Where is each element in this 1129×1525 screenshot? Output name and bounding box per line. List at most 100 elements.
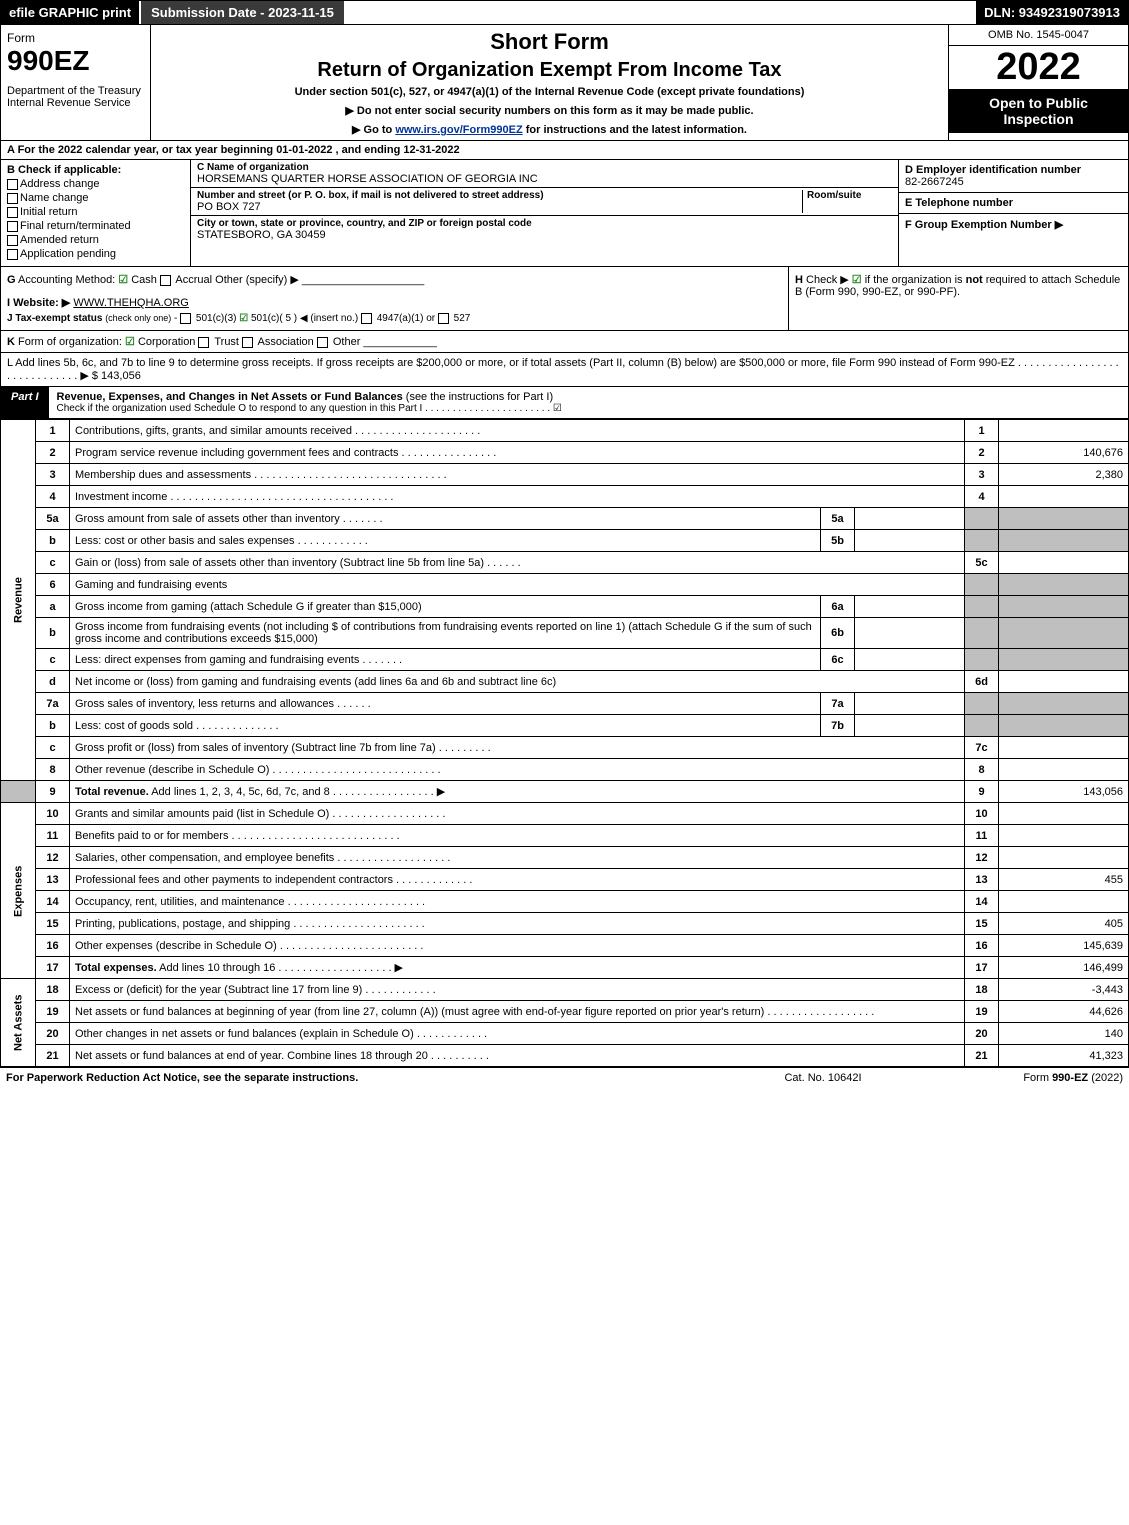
line-8-desc: Other revenue (describe in Schedule O) .… <box>70 759 965 781</box>
line-14-val <box>999 891 1129 913</box>
arrow-line-1: ▶ Do not enter social security numbers o… <box>159 104 940 117</box>
line-5b-num: b <box>36 530 70 552</box>
cb-name-change[interactable]: Name change <box>7 192 184 204</box>
line-4-val <box>999 486 1129 508</box>
line-4-rn: 4 <box>965 486 999 508</box>
line-7b-val-grey <box>999 715 1129 737</box>
line-8-num: 8 <box>36 759 70 781</box>
line-9-num: 9 <box>36 781 70 803</box>
line-5b-minival <box>855 530 965 552</box>
line-10-num: 10 <box>36 803 70 825</box>
ein-label: D Employer identification number <box>905 164 1122 176</box>
accounting-method: G Accounting Method: ☑ Cash Accrual Othe… <box>7 273 782 286</box>
line-15-val: 405 <box>999 913 1129 935</box>
org-name-label: C Name of organization <box>197 162 892 173</box>
line-6d-num: d <box>36 671 70 693</box>
line-7b-mini: 7b <box>821 715 855 737</box>
line-17-desc: Total expenses. Add lines 10 through 16 … <box>70 957 965 979</box>
short-form-title: Short Form <box>159 29 940 55</box>
form-number: 990EZ <box>7 45 144 77</box>
row-gh: G Accounting Method: ☑ Cash Accrual Othe… <box>0 267 1129 331</box>
line-21-rn: 21 <box>965 1045 999 1067</box>
line-5a-mini: 5a <box>821 508 855 530</box>
line-14-num: 14 <box>36 891 70 913</box>
addr: PO BOX 727 <box>197 201 802 213</box>
line-6b-val-grey <box>999 618 1129 649</box>
line-1-desc: Contributions, gifts, grants, and simila… <box>70 420 965 442</box>
line-6c-rn-grey <box>965 649 999 671</box>
line-6c-num: c <box>36 649 70 671</box>
line-6b-rn-grey <box>965 618 999 649</box>
irs-link[interactable]: www.irs.gov/Form990EZ <box>395 124 522 136</box>
line-6a-num: a <box>36 596 70 618</box>
cb-final-return[interactable]: Final return/terminated <box>7 220 184 232</box>
lines-table: Revenue 1 Contributions, gifts, grants, … <box>0 419 1129 1067</box>
line-15-num: 15 <box>36 913 70 935</box>
line-1-num: 1 <box>36 420 70 442</box>
line-6d-desc: Net income or (loss) from gaming and fun… <box>70 671 965 693</box>
arrow2-pre: ▶ Go to <box>352 124 395 136</box>
topbar: efile GRAPHIC print Submission Date - 20… <box>0 0 1129 25</box>
footer: For Paperwork Reduction Act Notice, see … <box>0 1067 1129 1088</box>
revenue-label: Revenue <box>1 420 36 781</box>
line-11-num: 11 <box>36 825 70 847</box>
line-18-val: -3,443 <box>999 979 1129 1001</box>
org-name: HORSEMANS QUARTER HORSE ASSOCIATION OF G… <box>197 173 892 185</box>
line-10-desc: Grants and similar amounts paid (list in… <box>70 803 965 825</box>
line-7a-rn-grey <box>965 693 999 715</box>
line-1-val <box>999 420 1129 442</box>
row-l: L Add lines 5b, 6c, and 7b to line 9 to … <box>0 353 1129 387</box>
ein: 82-2667245 <box>905 176 1122 188</box>
cb-initial-return[interactable]: Initial return <box>7 206 184 218</box>
line-6c-minival <box>855 649 965 671</box>
line-6d-rn: 6d <box>965 671 999 693</box>
cb-address-change[interactable]: Address change <box>7 178 184 190</box>
line-5a-rn-grey <box>965 508 999 530</box>
line-2-rn: 2 <box>965 442 999 464</box>
line-20-desc: Other changes in net assets or fund bala… <box>70 1023 965 1045</box>
line-7c-val <box>999 737 1129 759</box>
line-3-desc: Membership dues and assessments . . . . … <box>70 464 965 486</box>
row-a: A For the 2022 calendar year, or tax yea… <box>0 141 1129 160</box>
line-2-desc: Program service revenue including govern… <box>70 442 965 464</box>
line-18-rn: 18 <box>965 979 999 1001</box>
line-6b-mini: 6b <box>821 618 855 649</box>
line-13-desc: Professional fees and other payments to … <box>70 869 965 891</box>
website-link[interactable]: WWW.THEHQHA.ORG <box>73 297 189 309</box>
line-11-val <box>999 825 1129 847</box>
room-label: Room/suite <box>807 190 892 201</box>
part-1-check-line: Check if the organization used Schedule … <box>57 403 1120 414</box>
row-k: K Form of organization: ☑ Corporation Tr… <box>0 331 1129 353</box>
section-bcdef: B Check if applicable: Address change Na… <box>0 160 1129 267</box>
footer-left: For Paperwork Reduction Act Notice, see … <box>6 1072 723 1084</box>
part-1-subtitle: (see the instructions for Part I) <box>406 391 553 403</box>
cb-application-pending[interactable]: Application pending <box>7 248 184 260</box>
form-word: Form <box>7 31 144 45</box>
line-7a-num: 7a <box>36 693 70 715</box>
line-14-rn: 14 <box>965 891 999 913</box>
line-6a-val-grey <box>999 596 1129 618</box>
line-11-rn: 11 <box>965 825 999 847</box>
part-1-header: Part I Revenue, Expenses, and Changes in… <box>0 387 1129 419</box>
line-6a-desc: Gross income from gaming (attach Schedul… <box>70 596 821 618</box>
arrow2-post: for instructions and the latest informat… <box>523 124 747 136</box>
line-7a-val-grey <box>999 693 1129 715</box>
line-16-rn: 16 <box>965 935 999 957</box>
line-9-rn: 9 <box>965 781 999 803</box>
rev-spacer <box>1 781 36 803</box>
efile-label[interactable]: efile GRAPHIC print <box>1 1 139 24</box>
line-15-rn: 15 <box>965 913 999 935</box>
line-6c-mini: 6c <box>821 649 855 671</box>
line-12-rn: 12 <box>965 847 999 869</box>
cb-amended-return[interactable]: Amended return <box>7 234 184 246</box>
department: Department of the Treasury Internal Reve… <box>7 85 144 109</box>
line-11-desc: Benefits paid to or for members . . . . … <box>70 825 965 847</box>
phone-label: E Telephone number <box>905 197 1122 209</box>
line-12-num: 12 <box>36 847 70 869</box>
line-21-desc: Net assets or fund balances at end of ye… <box>70 1045 965 1067</box>
col-c: C Name of organization HORSEMANS QUARTER… <box>191 160 898 266</box>
omb-number: OMB No. 1545-0047 <box>949 25 1128 46</box>
addr-label: Number and street (or P. O. box, if mail… <box>197 190 802 201</box>
line-5c-desc: Gain or (loss) from sale of assets other… <box>70 552 965 574</box>
city: STATESBORO, GA 30459 <box>197 229 892 241</box>
